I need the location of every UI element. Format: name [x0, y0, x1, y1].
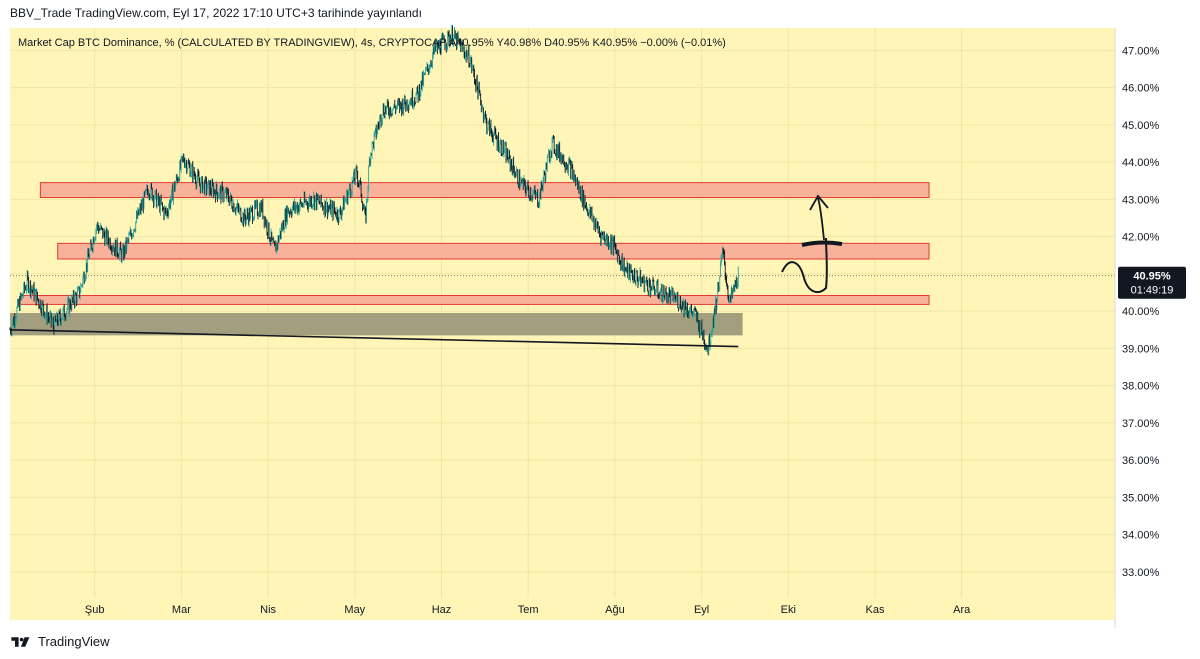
legend-part: A40.95%	[447, 37, 494, 49]
legend-part: −0.00% (−0.01%)	[637, 37, 726, 49]
x-tick-label: Ağu	[605, 604, 625, 616]
y-tick-label: 44.00%	[1122, 157, 1160, 169]
legend-part: Market Cap BTC Dominance, % (CALCULATED …	[18, 37, 447, 49]
x-tick-label: Ara	[953, 604, 971, 616]
grid	[10, 28, 1115, 598]
published-note: BBV_Trade TradingView.com, Eyl 17, 2022 …	[10, 6, 422, 20]
x-tick-label: Şub	[85, 604, 105, 616]
zones	[10, 182, 930, 336]
target-mark-icon	[801, 240, 843, 247]
y-tick-label: 43.00%	[1122, 194, 1160, 206]
x-tick-label: Eki	[781, 604, 796, 616]
x-tick-label: Mar	[172, 604, 191, 616]
y-tick-label: 37.00%	[1122, 418, 1160, 430]
x-axis-band	[10, 598, 1115, 620]
y-tick-label: 42.00%	[1122, 232, 1160, 244]
x-tick-label: Tem	[518, 604, 539, 616]
y-tick-label: 38.00%	[1122, 381, 1160, 393]
demand-zone	[10, 313, 743, 336]
resistance-zone	[39, 182, 930, 199]
footer-brand: TradingView	[10, 634, 110, 649]
y-tick-label: 39.00%	[1122, 343, 1160, 355]
price-tag-countdown: 01:49:19	[1131, 285, 1174, 297]
legend-part: Y40.98%	[494, 37, 542, 49]
y-tick-label: 40.00%	[1122, 306, 1160, 318]
y-tick-label: 33.00%	[1122, 567, 1160, 579]
x-tick-label: Eyl	[694, 604, 709, 616]
y-tick-label: 45.00%	[1122, 120, 1160, 132]
arrow-up-icon	[809, 194, 829, 241]
legend-part: D40.95%	[541, 37, 590, 49]
price-tag-box	[1118, 266, 1186, 299]
x-tick-label: Haz	[432, 604, 452, 616]
last-price-tag: 40.95% 01:49:19	[1118, 266, 1186, 299]
hand-drawn-annotation	[781, 194, 843, 294]
support-trendline	[9, 328, 739, 348]
legend-part: K40.95%	[589, 37, 637, 49]
symbol-legend: Market Cap BTC Dominance, % (CALCULATED …	[18, 37, 726, 49]
resistance-zone	[57, 242, 930, 260]
y-tick-label: 46.00%	[1122, 83, 1160, 95]
y-tick-label: 35.00%	[1122, 492, 1160, 504]
footer-brand-label: TradingView	[38, 634, 110, 649]
y-axis[interactable]: 33.00% 34.00% 35.00% 36.00% 37.00% 38.00% 39.0…	[1114, 28, 1160, 628]
x-axis[interactable]: Şub Mar Nis May Haz Tem Ağu Eyl Eki Kas Ara	[10, 598, 1115, 620]
price-series	[9, 24, 739, 356]
y-tick-label: 47.00%	[1122, 45, 1160, 57]
y-tick-label: 36.00%	[1122, 455, 1160, 467]
x-tick-label: Kas	[866, 604, 885, 616]
tradingview-logo-icon	[11, 636, 30, 647]
x-tick-label: Nis	[260, 604, 276, 616]
resistance-zone	[19, 294, 930, 305]
trendline	[9, 328, 739, 348]
price-tag-value: 40.95%	[1133, 271, 1171, 283]
y-tick-label: 34.00%	[1122, 530, 1160, 542]
x-tick-label: May	[344, 604, 365, 616]
curve-arrow-icon	[781, 237, 828, 294]
